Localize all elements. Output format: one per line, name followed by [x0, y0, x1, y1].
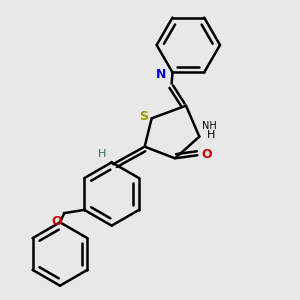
- Text: NH: NH: [202, 121, 217, 131]
- Text: O: O: [202, 148, 212, 161]
- Text: H: H: [98, 149, 107, 159]
- Text: N: N: [156, 68, 167, 81]
- Text: S: S: [139, 110, 148, 123]
- Text: H: H: [207, 130, 215, 140]
- Text: O: O: [52, 215, 62, 228]
